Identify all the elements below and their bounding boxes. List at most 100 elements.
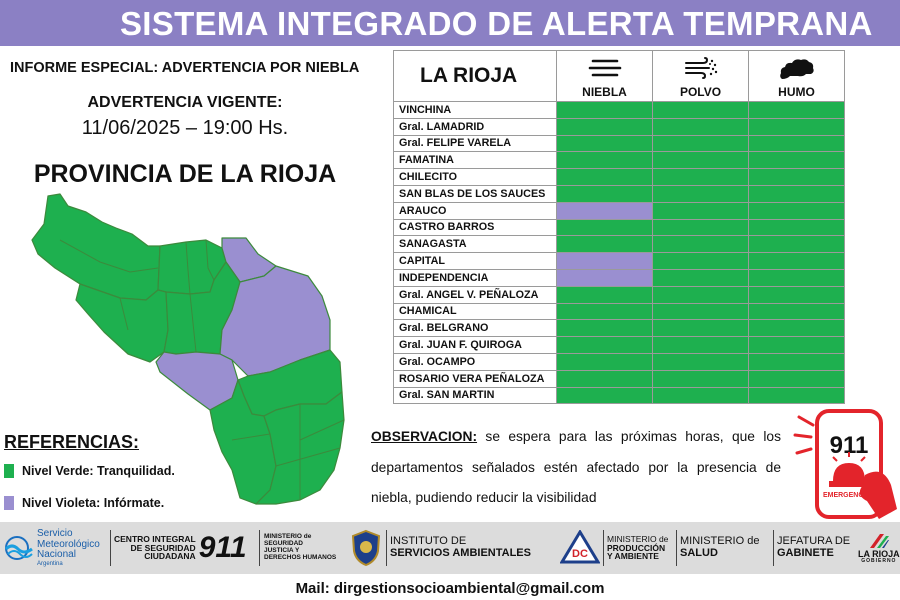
alert-level-cell xyxy=(556,134,653,153)
alert-level-cell xyxy=(652,184,749,203)
alert-level-cell xyxy=(652,218,749,237)
alert-level-cell xyxy=(748,336,845,354)
alert-level-cell xyxy=(748,134,845,153)
alert-level-cell xyxy=(556,352,653,371)
column-header-polvo: POLVO xyxy=(652,50,749,102)
alert-level-cell xyxy=(652,336,749,354)
department-name: Gral. SAN MARTIN xyxy=(393,386,557,405)
department-name: Gral. FELIPE VARELA xyxy=(393,134,557,153)
column-label: POLVO xyxy=(679,85,722,99)
department-name: CHAMICAL xyxy=(393,302,557,321)
logo-line: GABINETE xyxy=(777,547,834,559)
alert-level-cell xyxy=(556,369,653,388)
observation-label: OBSERVACION: xyxy=(371,429,478,444)
alert-level-cell xyxy=(556,201,653,220)
table-row: ARAUCO xyxy=(393,201,845,220)
logo-line: Servicio xyxy=(37,528,73,540)
alert-level-cell xyxy=(652,302,749,321)
alert-level-cell xyxy=(556,386,653,405)
defensa-civil-mark: DC xyxy=(572,548,588,560)
department-name: VINCHINA xyxy=(393,101,557,119)
alert-level-cell xyxy=(652,151,749,170)
report-subtitle: INFORME ESPECIAL: ADVERTENCIA POR NIEBLA xyxy=(10,60,360,76)
province-map xyxy=(31,193,345,505)
contact-mail: Mail: dirgestionsocioambiental@gmail.com xyxy=(295,580,605,597)
alert-level-cell xyxy=(748,117,845,136)
alert-level-cell xyxy=(556,101,653,119)
alert-level-cell xyxy=(556,168,653,186)
logo-line: Y AMBIENTE xyxy=(607,551,659,562)
region-header: LA RIOJA xyxy=(393,50,557,102)
alert-level-cell xyxy=(652,319,749,338)
alert-level-cell xyxy=(556,235,653,254)
logo-sub: Argentina xyxy=(37,560,63,567)
table-row: Gral. SAN MARTIN xyxy=(393,386,845,405)
logo-line: CENTRO INTEGRAL xyxy=(114,533,196,544)
alert-level-cell xyxy=(748,184,845,203)
alert-level-cell xyxy=(556,285,653,304)
smoke-icon xyxy=(749,57,844,86)
logo-line: Meteorológico xyxy=(37,538,100,550)
green-level-swatch xyxy=(4,464,14,478)
alert-level-cell xyxy=(652,235,749,254)
logo-gobierno: LA RIOJA GOBIERNO xyxy=(858,522,900,574)
logo-911-mark: 911 xyxy=(198,531,247,564)
alert-level-cell xyxy=(748,168,845,186)
column-label: HUMO xyxy=(778,85,815,99)
logo-policia xyxy=(350,522,382,574)
logo-line: SERVICIOS AMBIENTALES xyxy=(390,547,531,559)
logo-line: DERECHOS HUMANOS xyxy=(264,553,337,561)
department-name: SANAGASTA xyxy=(393,235,557,254)
table-row: Gral. LAMADRID xyxy=(393,117,845,136)
reference-item-green: Nivel Verde: Tranquilidad. xyxy=(4,463,175,479)
table-row: Gral. JUAN F. QUIROGA xyxy=(393,336,845,354)
department-name: Gral. JUAN F. QUIROGA xyxy=(393,336,557,354)
alert-level-cell xyxy=(748,285,845,304)
logo-line: LA RIOJA xyxy=(858,548,900,559)
table-row: INDEPENDENCIA xyxy=(393,268,845,287)
logo-ministerio-salud: MINISTERIO de SALUD xyxy=(680,522,759,574)
logo-line: MINISTERIO de xyxy=(264,533,312,541)
department-name: Gral. LAMADRID xyxy=(393,117,557,136)
logo-centro-911: CENTRO INTEGRAL DE SEGURIDAD CIUDADANA 9… xyxy=(114,522,247,574)
alert-table: LA RIOJA NIEBLA POLVO HUMO VINCHINA Gr xyxy=(393,50,845,405)
alert-level-cell xyxy=(556,268,653,287)
department-name: Gral. ANGEL V. PEÑALOZA xyxy=(393,285,557,304)
alert-level-cell xyxy=(748,352,845,371)
table-row: VINCHINA xyxy=(393,101,845,119)
civil-defense-icon: DC xyxy=(560,530,600,564)
alert-level-cell xyxy=(748,151,845,170)
department-name: CAPITAL xyxy=(393,252,557,270)
logo-line: SEGURIDAD xyxy=(264,540,304,548)
province-title: PROVINCIA DE LA RIOJA xyxy=(33,160,337,188)
observation-text: se espera para las próximas horas, que l… xyxy=(371,429,781,505)
alert-level-cell xyxy=(748,386,845,405)
alert-level-cell xyxy=(556,117,653,136)
warning-label: ADVERTENCIA VIGENTE: xyxy=(87,94,283,111)
logo-ministerio-produccion: MINISTERIO de PRODUCCIÓN Y AMBIENTE xyxy=(607,522,668,574)
table-row: Gral. ANGEL V. PEÑALOZA xyxy=(393,285,845,304)
department-name: ARAUCO xyxy=(393,201,557,220)
alert-level-cell xyxy=(748,218,845,237)
logo-ministerio-seguridad: MINISTERIO de SEGURIDAD JUSTICIA Y DEREC… xyxy=(264,522,336,574)
alert-level-cell xyxy=(556,218,653,237)
department-name: ROSARIO VERA PEÑALOZA xyxy=(393,369,557,388)
emergency-911-badge: 911 EMERGENCIAS xyxy=(793,409,897,519)
alert-level-cell xyxy=(652,285,749,304)
dust-wind-icon xyxy=(653,57,748,84)
logo-sub: GOBIERNO xyxy=(861,558,897,565)
alert-level-cell xyxy=(652,134,749,153)
logo-line: DE SEGURIDAD xyxy=(130,542,196,553)
logo-line: PRODUCCIÓN xyxy=(607,542,666,553)
la-rioja-logo-icon xyxy=(869,533,889,548)
references-title: REFERENCIAS: xyxy=(4,432,140,452)
table-row: CHILECITO xyxy=(393,168,845,186)
logo-line: MINISTERIO de xyxy=(680,535,760,548)
logo-defensa-civil: DC xyxy=(560,522,600,574)
table-row: Gral. BELGRANO xyxy=(393,319,845,338)
warning-datetime: 11/06/2025 – 19:00 Hs. xyxy=(81,117,289,139)
alert-level-cell xyxy=(748,201,845,220)
logo-line: INSTITUTO DE xyxy=(390,535,467,548)
page-title: SISTEMA INTEGRADO DE ALERTA TEMPRANA xyxy=(120,5,873,42)
department-name: FAMATINA xyxy=(393,151,557,170)
